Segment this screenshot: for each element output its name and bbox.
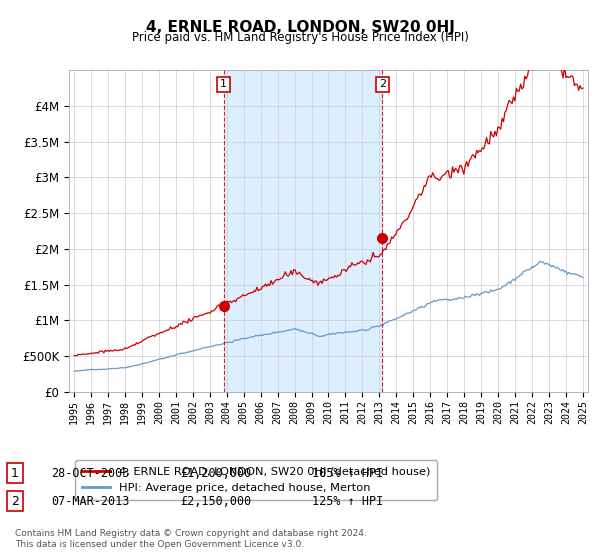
Text: Price paid vs. HM Land Registry's House Price Index (HPI): Price paid vs. HM Land Registry's House …: [131, 31, 469, 44]
Text: 1: 1: [11, 466, 19, 480]
Text: 2: 2: [11, 494, 19, 508]
Text: 125% ↑ HPI: 125% ↑ HPI: [312, 494, 383, 508]
Bar: [224, 70, 382, 392]
Text: 07-MAR-2013: 07-MAR-2013: [51, 494, 130, 508]
Text: £2,150,000: £2,150,000: [180, 494, 251, 508]
Text: 1: 1: [220, 80, 227, 89]
Text: 4, ERNLE ROAD, LONDON, SW20 0HJ: 4, ERNLE ROAD, LONDON, SW20 0HJ: [146, 20, 454, 35]
Text: 28-OCT-2003: 28-OCT-2003: [51, 466, 130, 480]
Text: 105% ↑ HPI: 105% ↑ HPI: [312, 466, 383, 480]
Text: £1,200,000: £1,200,000: [180, 466, 251, 480]
Legend: 4, ERNLE ROAD, LONDON, SW20 0HJ (detached house), HPI: Average price, detached h: 4, ERNLE ROAD, LONDON, SW20 0HJ (detache…: [74, 460, 437, 500]
Text: Contains HM Land Registry data © Crown copyright and database right 2024.
This d: Contains HM Land Registry data © Crown c…: [15, 529, 367, 549]
Text: 2: 2: [379, 80, 386, 89]
